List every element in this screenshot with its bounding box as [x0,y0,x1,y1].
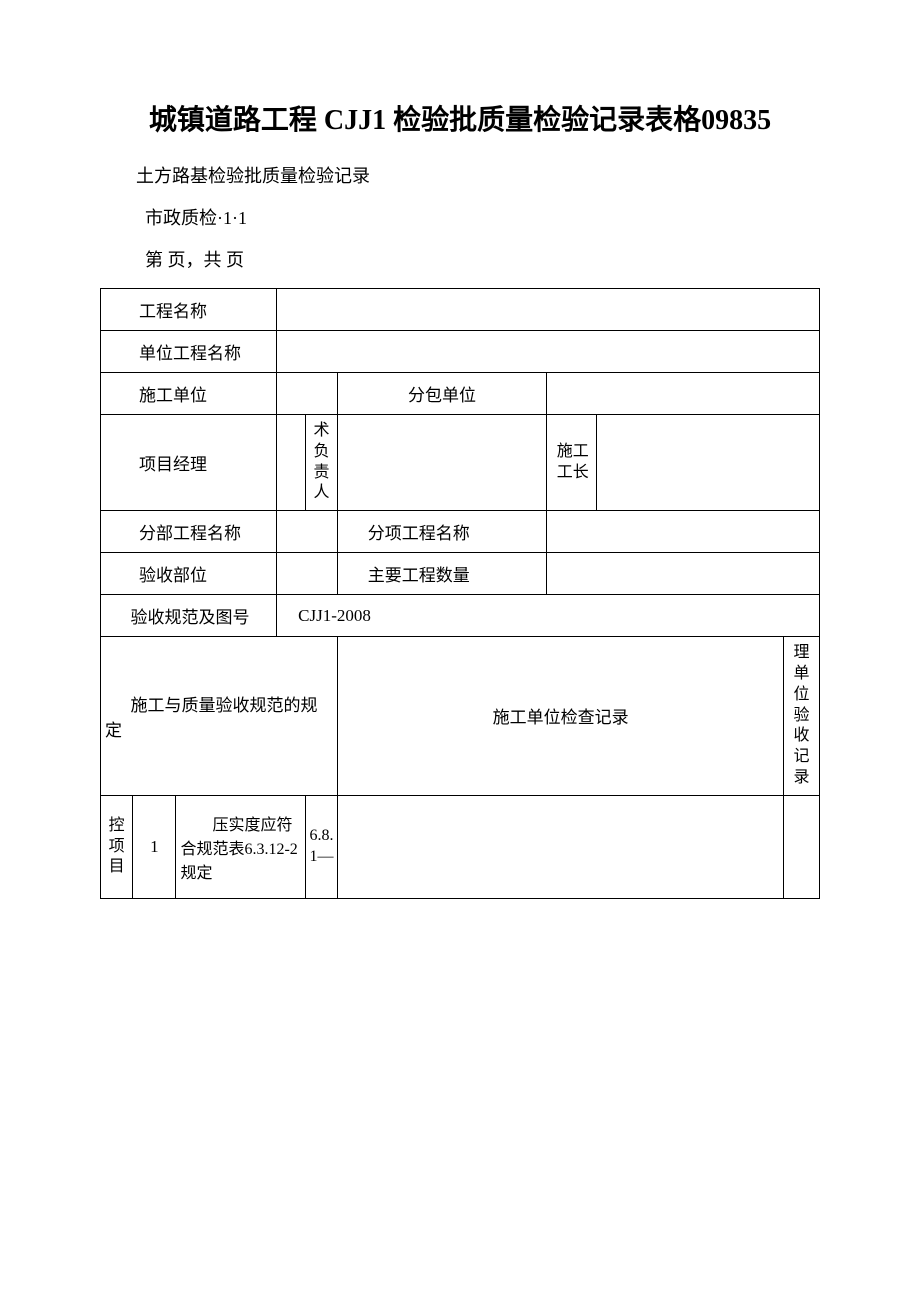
page-info: 第 页，共 页 [100,246,820,272]
value-sub-item-project-name [546,511,819,553]
label-construction-record: 施工单位检查记录 [338,637,784,796]
label-main-quantity: 主要工程数量 [338,553,547,595]
value-spec: CJJ1-2008 [277,595,820,637]
value-foreman [597,415,820,511]
row1-num: 1 [133,795,176,898]
label-foreman: 施工工长 [546,415,596,511]
table-row: 验收部位 主要工程数量 [101,553,820,595]
label-construction-unit: 施工单位 [101,373,277,415]
table-row: 分部工程名称 分项工程名称 [101,511,820,553]
row1-supervision [784,795,820,898]
label-construction-spec: 施工与质量验收规范的规定 [101,637,338,796]
label-spec-drawing: 验收规范及图号 [101,595,277,637]
subtitle: 土方路基检验批质量检验记录 [100,162,820,188]
table-row: 验收规范及图号 CJJ1-2008 [101,595,820,637]
row1-clause: 6.8.1— [305,795,337,898]
table-row: 项目经理 术负责人 施工工长 [101,415,820,511]
inspection-form-table: 工程名称 单位工程名称 施工单位 分包单位 项目经理 术负责人 施工工长 分部工… [100,288,820,899]
page-title: 城镇道路工程 CJJ1 检验批质量检验记录表格09835 [100,100,820,142]
row1-desc: 压实度应符合规范表6.3.12-2 规定 [176,795,305,898]
label-supervision-record: 理单位验收记录 [784,637,820,796]
label-unit-project-name: 单位工程名称 [101,331,277,373]
label-project-manager: 项目经理 [101,415,277,511]
value-subcontractor [546,373,819,415]
value-unit-project-name [277,331,820,373]
table-row: 工程名称 [101,289,820,331]
label-control-item: 控项目 [101,795,133,898]
label-tech-responsible: 术负责人 [305,415,337,511]
value-tech-responsible [338,415,547,511]
value-construction-unit [277,373,338,415]
label-division-project-name: 分部工程名称 [101,511,277,553]
label-sub-item-project-name: 分项工程名称 [338,511,547,553]
label-project-name: 工程名称 [101,289,277,331]
value-main-quantity [546,553,819,595]
table-row: 施工单位 分包单位 [101,373,820,415]
value-project-manager [277,415,306,511]
value-division-project-name [277,511,338,553]
label-subcontractor: 分包单位 [338,373,547,415]
form-code: 市政质检·1·1 [100,204,820,230]
table-row: 单位工程名称 [101,331,820,373]
label-acceptance-part: 验收部位 [101,553,277,595]
table-row: 施工与质量验收规范的规定 施工单位检查记录 理单位验收记录 [101,637,820,796]
value-project-name [277,289,820,331]
table-row: 控项目 1 压实度应符合规范表6.3.12-2 规定 6.8.1— [101,795,820,898]
value-acceptance-part [277,553,338,595]
row1-record [338,795,784,898]
